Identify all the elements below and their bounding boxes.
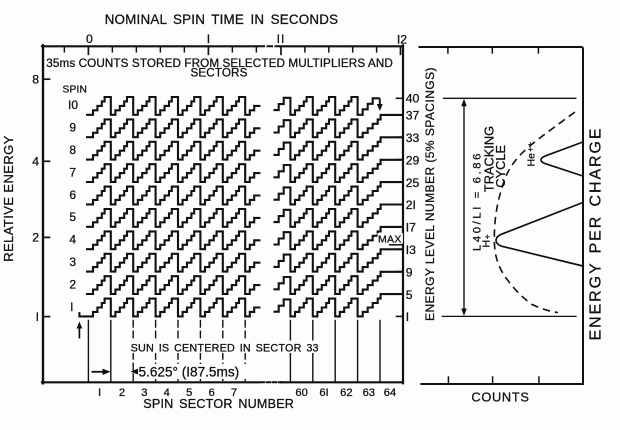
svg-text:RELATIVE ENERGY: RELATIVE ENERGY (1, 135, 16, 261)
svg-text:62: 62 (340, 387, 352, 399)
svg-text:NOMINAL SPIN TIME IN SECONDS: NOMINAL SPIN TIME IN SECONDS (105, 12, 339, 27)
svg-text:SPIN SECTOR NUMBER: SPIN SECTOR NUMBER (143, 397, 294, 411)
svg-text:ENERGY LEVEL NUMBER (5% SPACIN: ENERGY LEVEL NUMBER (5% SPACINGS) (423, 67, 437, 321)
svg-text:I0: I0 (68, 98, 78, 112)
svg-text:40: 40 (406, 92, 420, 106)
svg-text:L40/LI = 6.86: L40/LI = 6.86 (472, 151, 484, 251)
svg-text:3: 3 (69, 255, 76, 269)
svg-text:63: 63 (363, 387, 375, 399)
svg-text:++: ++ (525, 142, 535, 152)
svg-text:SECTORS: SECTORS (191, 67, 248, 80)
svg-text:25: 25 (406, 176, 420, 190)
svg-text:29: 29 (406, 153, 420, 167)
svg-text:H: H (481, 240, 493, 248)
svg-text:37: 37 (406, 109, 420, 123)
svg-text:3: 3 (141, 387, 147, 399)
svg-text:2: 2 (119, 387, 125, 399)
svg-text:8: 8 (69, 143, 76, 157)
svg-text:I: I (207, 32, 210, 46)
svg-text:7: 7 (69, 165, 76, 179)
svg-text:He: He (526, 153, 538, 167)
svg-text:+: + (482, 234, 492, 239)
svg-text:SUN IS CENTERED IN SECTOR 33: SUN IS CENTERED IN SECTOR 33 (131, 342, 319, 354)
svg-text:TRACKING: TRACKING (482, 126, 497, 192)
svg-text:4: 4 (69, 233, 76, 247)
svg-text:0: 0 (86, 32, 93, 46)
svg-text:COUNTS: COUNTS (471, 390, 529, 405)
svg-text:8: 8 (32, 73, 39, 87)
svg-text:6: 6 (208, 387, 214, 399)
svg-text:I7: I7 (406, 221, 416, 235)
svg-text:4: 4 (32, 155, 39, 169)
svg-text:35ms COUNTS STORED FROM SELECT: 35ms COUNTS STORED FROM SELECTED MULTIPL… (46, 57, 393, 70)
svg-text:60: 60 (295, 387, 307, 399)
svg-text:2: 2 (69, 277, 76, 291)
svg-text:6: 6 (69, 188, 76, 202)
svg-text:I: I (70, 300, 73, 314)
svg-text:I: I (36, 310, 39, 324)
svg-text:I2: I2 (397, 33, 407, 47)
svg-text:9: 9 (69, 121, 76, 135)
svg-text:6I: 6I (319, 387, 328, 399)
svg-text:33: 33 (406, 131, 420, 145)
svg-text:5: 5 (69, 210, 76, 224)
svg-text:64: 64 (384, 387, 396, 399)
svg-text:MAX: MAX (378, 233, 402, 245)
svg-text:ENERGY PER CHARGE: ENERGY PER CHARGE (588, 127, 605, 341)
svg-text:5: 5 (186, 387, 192, 399)
svg-text:9: 9 (406, 265, 413, 279)
svg-text:I3: I3 (406, 243, 416, 257)
svg-text:7: 7 (231, 387, 237, 399)
svg-text:4: 4 (164, 387, 170, 399)
svg-text:II: II (277, 32, 286, 46)
svg-text:SPIN: SPIN (63, 84, 88, 95)
svg-text:2I: 2I (406, 198, 416, 212)
svg-text:2: 2 (32, 231, 39, 245)
svg-text:CYCLE: CYCLE (493, 145, 508, 188)
svg-text:I: I (406, 310, 409, 324)
svg-text:I: I (98, 387, 101, 399)
svg-text:5.625° (I87.5ms): 5.625° (I87.5ms) (139, 365, 240, 380)
svg-text:5: 5 (406, 288, 413, 302)
